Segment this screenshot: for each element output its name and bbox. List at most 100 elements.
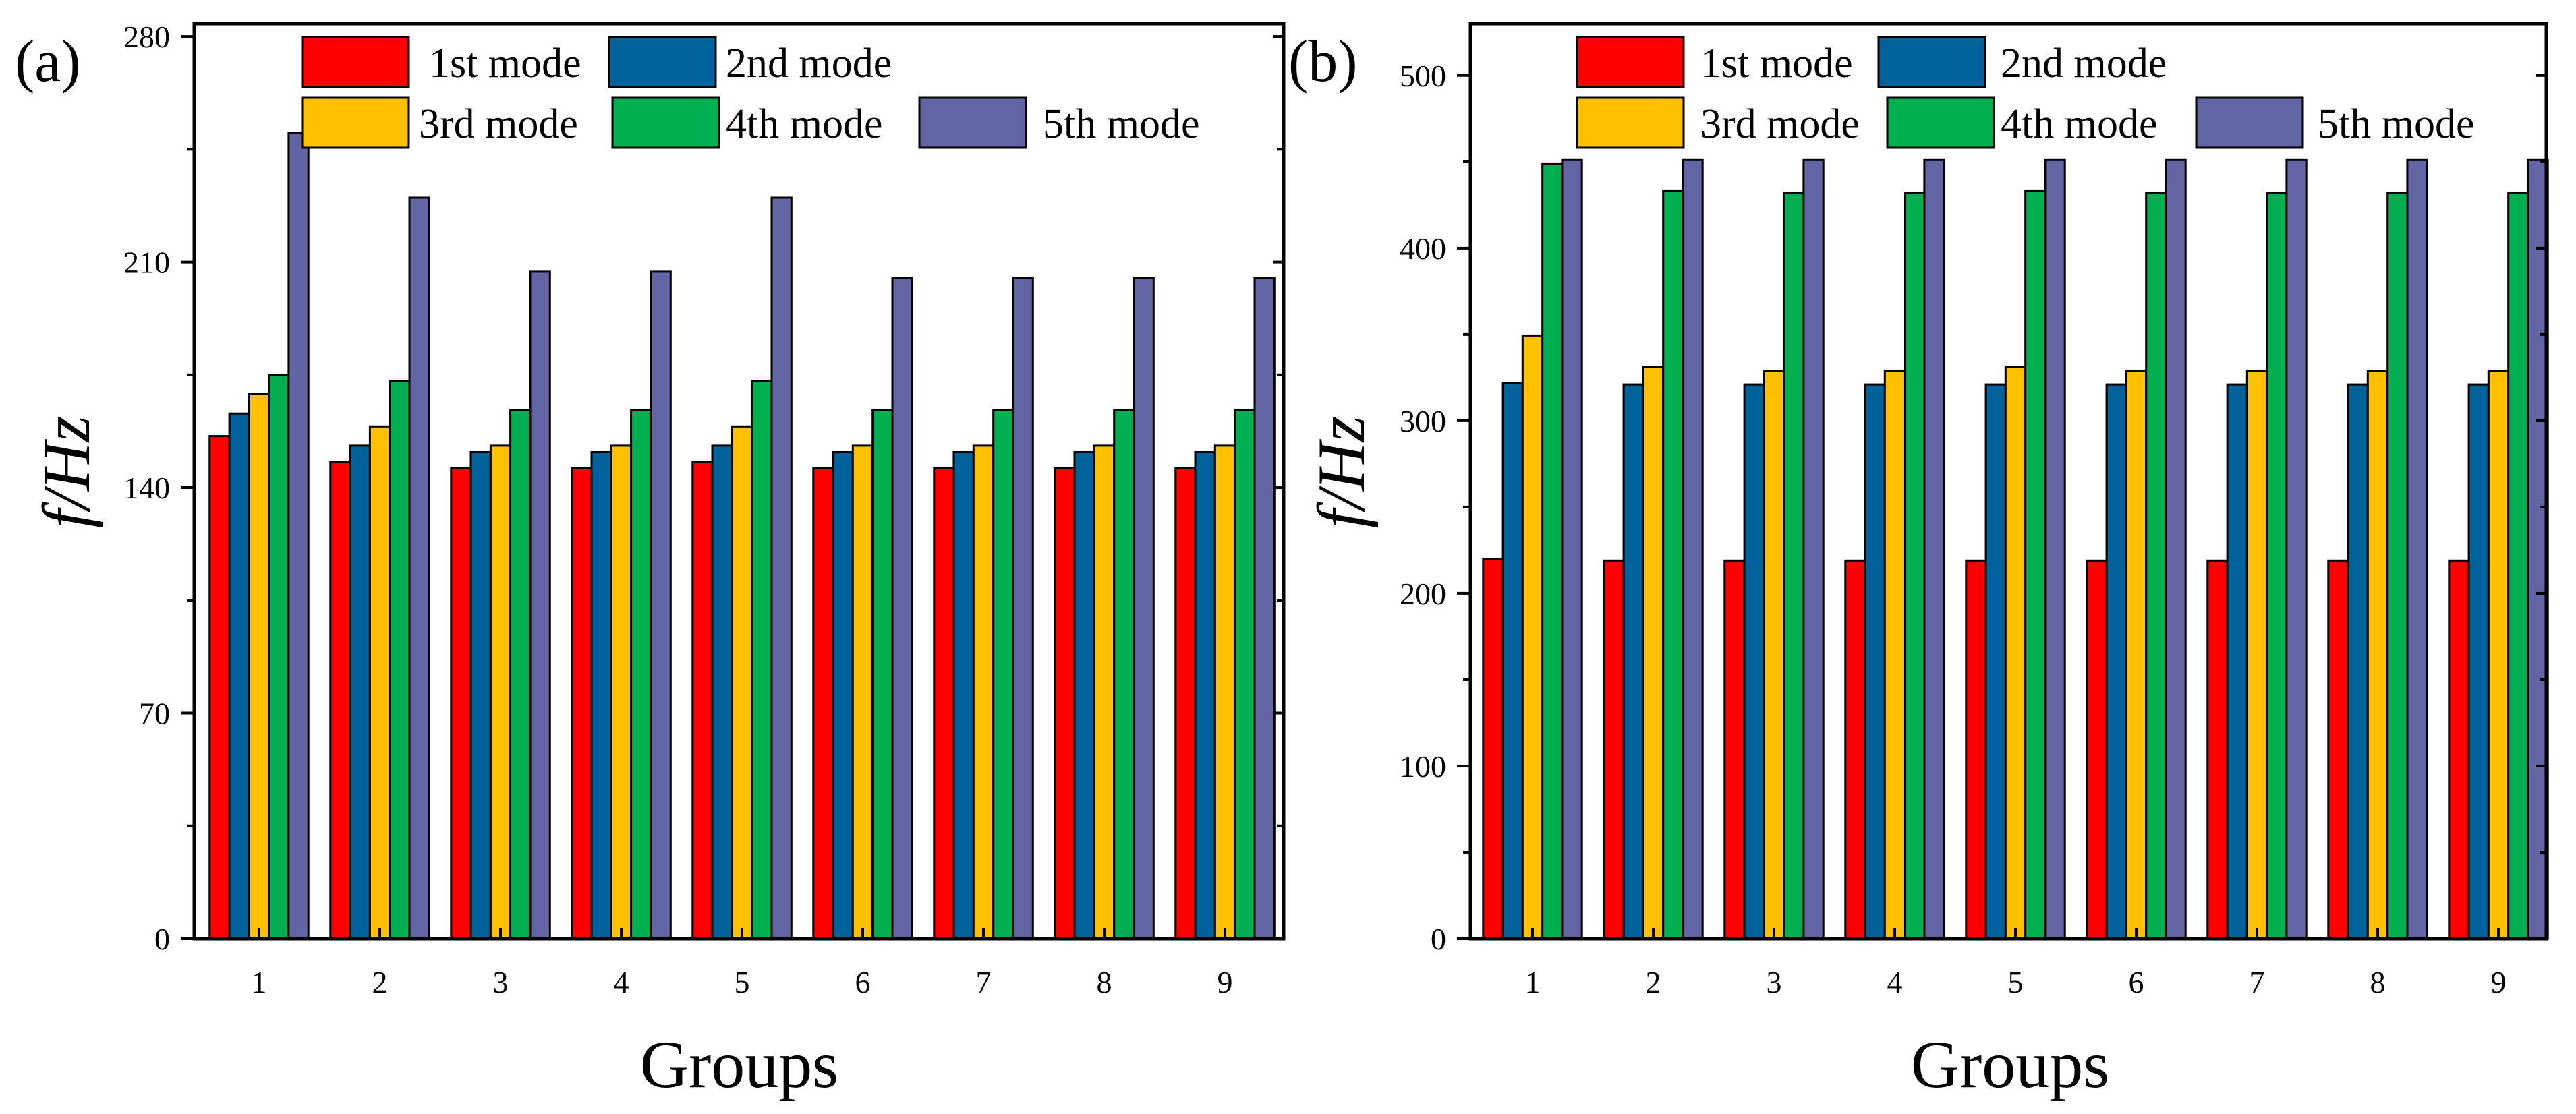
bar-5th-mode-group-8-a (1133, 277, 1155, 940)
x-tick-label-6-b: 6 (2129, 965, 2144, 999)
bar-2nd-mode-group-6-b (2105, 383, 2127, 940)
bar-3rd-mode-group-2-a (368, 425, 391, 940)
x-tick-label-4-a: 4 (614, 965, 629, 999)
bar-3rd-mode-group-8-a (1093, 444, 1116, 940)
y-tick-label-140-a: 140 (123, 471, 170, 505)
x-tick-label-7-a: 7 (976, 965, 992, 999)
bar-3rd-mode-group-4-a (610, 444, 633, 940)
bar-5th-mode-group-2-a (408, 196, 430, 940)
bar-1st-mode-group-5-b (1965, 559, 1987, 940)
bar-4th-mode-group-5-a (751, 380, 773, 940)
bar-5th-mode-group-6-b (2165, 158, 2187, 940)
y-axis-title-b: f/Hz (1304, 416, 1379, 529)
bar-4th-mode-group-3-b (1783, 192, 1805, 940)
bar-4th-mode-group-1-a (268, 374, 290, 940)
bar-5th-mode-group-9-a (1253, 277, 1276, 940)
bar-4th-mode-group-3-a (509, 409, 532, 940)
bar-2nd-mode-group-3-a (469, 451, 492, 940)
legend-label-4th-mode-a: 4th mode (726, 101, 882, 147)
bar-5th-mode-group-6-a (891, 277, 913, 940)
bar-2nd-mode-group-6-a (832, 451, 854, 940)
legend-swatch-2nd-mode-b (1877, 36, 1986, 88)
legend-b: 1st mode 2nd mode 3rd mode 4th mode 5th … (1576, 36, 2474, 149)
plot-area-b (1482, 158, 2549, 940)
bar-3rd-mode-group-6-a (851, 444, 874, 940)
bar-1st-mode-group-4-a (571, 467, 593, 940)
bar-3rd-mode-group-1-b (1521, 334, 1544, 940)
legend-swatch-4th-mode-b (1886, 96, 1995, 149)
legend-label-4th-mode-b: 4th mode (2001, 101, 2157, 147)
bar-4th-mode-group-4-a (630, 409, 652, 940)
legend-label-2nd-mode-a: 2nd mode (726, 40, 892, 86)
bar-4th-mode-group-4-b (1904, 192, 1926, 940)
x-tick-label-2-b: 2 (1646, 965, 1661, 999)
x-tick-label-2-a: 2 (372, 965, 388, 999)
legend-label-3rd-mode-b: 3rd mode (1700, 101, 1860, 147)
x-tick-label-3-b: 3 (1767, 965, 1782, 999)
y-tick-label-400-b: 400 (1400, 231, 1446, 266)
x-tick-label-5-b: 5 (2008, 965, 2024, 999)
x-tick-label-9-a: 9 (1218, 965, 1233, 999)
bar-2nd-mode-group-9-a (1194, 451, 1216, 940)
bar-1st-mode-group-1-b (1482, 558, 1504, 940)
x-axis-title-a: Groups (640, 1027, 838, 1102)
y-tick-label-0-a: 0 (154, 922, 170, 956)
bar-5th-mode-group-3-b (1802, 158, 1825, 940)
bar-1st-mode-group-6-a (812, 467, 834, 940)
x-tick-label-8-a: 8 (1097, 965, 1112, 999)
legend-label-3rd-mode-a: 3rd mode (419, 101, 578, 147)
bar-5th-mode-group-7-b (2285, 158, 2308, 940)
bar-3rd-mode-group-5-b (2004, 366, 2027, 940)
panel-label-a: (a) (15, 29, 81, 94)
bar-5th-mode-group-4-a (650, 270, 672, 940)
bar-3rd-mode-group-9-a (1213, 444, 1236, 940)
legend-label-5th-mode-b: 5th mode (2318, 101, 2474, 147)
bar-5th-mode-group-5-b (2044, 158, 2066, 940)
x-tick-label-1-b: 1 (1525, 965, 1541, 999)
legend-label-1st-mode-a: 1st mode (429, 40, 581, 86)
bar-3rd-mode-group-4-b (1883, 370, 1906, 940)
bar-1st-mode-group-7-b (2206, 559, 2229, 940)
legend-a: 1st mode 2nd mode 3rd mode 4th mode 5th … (301, 36, 1199, 149)
bar-2nd-mode-group-9-b (2467, 383, 2490, 940)
panel-label-b: (b) (1288, 29, 1358, 94)
y-tick-label-0-b: 0 (1431, 922, 1446, 956)
bar-2nd-mode-group-1-a (228, 412, 250, 940)
x-tick-label-5-a: 5 (735, 965, 750, 999)
legend-swatch-4th-mode-a (611, 96, 720, 149)
bar-4th-mode-group-7-b (2266, 192, 2288, 940)
bar-1st-mode-group-5-a (691, 461, 714, 940)
bar-3rd-mode-group-8-b (2366, 370, 2389, 940)
legend-swatch-2nd-mode-a (608, 36, 717, 88)
bar-2nd-mode-group-4-b (1864, 383, 1886, 940)
bar-2nd-mode-group-3-b (1743, 383, 1765, 940)
x-tick-label-8-b: 8 (2370, 965, 2386, 999)
bar-4th-mode-group-8-a (1113, 409, 1135, 940)
bar-4th-mode-group-7-a (992, 409, 1014, 940)
bar-1st-mode-group-7-a (933, 467, 955, 940)
bar-2nd-mode-group-2-b (1622, 383, 1644, 940)
bar-2nd-mode-group-1-b (1501, 382, 1524, 940)
y-axis-b: 0 100 200 300 400 500 (1400, 59, 2546, 956)
bar-5th-mode-group-7-a (1012, 277, 1034, 940)
chart-panel-a: (a) 1st mode 2nd mode 3rd mode 4th mode … (15, 20, 1286, 1102)
bar-4th-mode-group-9-a (1234, 409, 1256, 940)
y-tick-label-200-b: 200 (1400, 577, 1446, 611)
legend-swatch-1st-mode-a (301, 36, 410, 88)
y-tick-label-100-b: 100 (1400, 749, 1446, 784)
bar-1st-mode-group-9-b (2448, 559, 2470, 940)
y-tick-label-500-b: 500 (1400, 59, 1446, 93)
x-axis-title-b: Groups (1911, 1027, 2109, 1102)
plot-frame-b (1468, 22, 2548, 941)
bar-5th-mode-group-4-b (1923, 158, 1945, 940)
plot-area-a (208, 132, 1276, 940)
bar-4th-mode-group-6-a (871, 409, 894, 940)
bar-5th-mode-group-2-b (1682, 158, 1704, 940)
x-tick-label-4-b: 4 (1887, 965, 1903, 999)
bar-2nd-mode-group-2-a (349, 444, 371, 940)
bar-5th-mode-group-1-b (1561, 158, 1583, 940)
bar-5th-mode-group-5-a (770, 196, 793, 940)
bar-1st-mode-group-6-b (2086, 559, 2108, 940)
bar-5th-mode-group-1-a (287, 132, 310, 940)
